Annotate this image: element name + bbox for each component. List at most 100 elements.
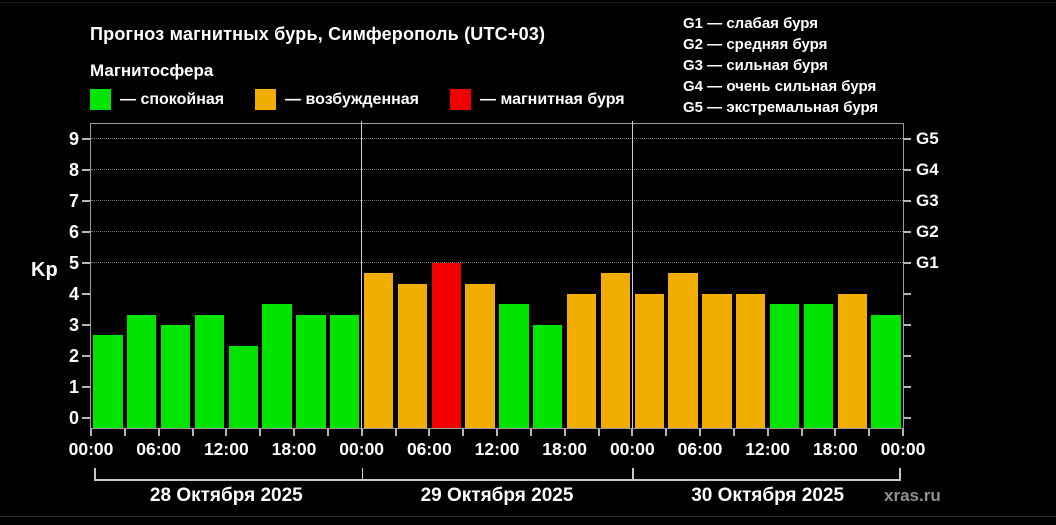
y-axis-tick-label: 2: [68, 346, 79, 366]
excited-color-swatch: [255, 89, 277, 110]
y-axis-tick-label: 0: [68, 408, 79, 428]
right-axis-tick: [903, 138, 911, 140]
bottom-border-line: [0, 516, 1056, 517]
x-axis-tick: [665, 429, 668, 436]
date-label: 28 Октября 2025: [149, 485, 303, 506]
right-axis-tick: [903, 200, 911, 202]
g-scale-legend-item: G4 — очень сильная буря: [683, 78, 877, 95]
y-axis-tick-label: 3: [68, 315, 79, 335]
legend-item-label: — магнитная буря: [480, 90, 625, 108]
kp-bar: [566, 294, 597, 428]
date-bracket-tick: [899, 468, 901, 481]
legend-item-excited: — возбужденная: [255, 89, 419, 110]
g-level-label: G2: [916, 222, 939, 241]
y-axis-tick: [82, 386, 90, 388]
right-axis-tick: [903, 169, 911, 171]
x-axis-tick: [631, 429, 634, 436]
g-scale-legend-item: G5 — экстремальная буря: [683, 99, 879, 116]
y-axis-tick-label: 8: [68, 160, 79, 180]
g-level-label: G4: [916, 160, 939, 179]
right-axis-tick: [903, 386, 911, 388]
y-axis-label: Kp: [31, 259, 58, 281]
day-divider-line: [631, 121, 634, 428]
time-label: 12:00: [203, 439, 249, 459]
right-axis-tick: [903, 324, 911, 326]
right-axis-tick: [903, 355, 911, 357]
y-axis-tick-label: 6: [68, 222, 79, 242]
x-axis-tick: [732, 429, 735, 436]
legend-item-quiet: — спокойная: [90, 89, 224, 110]
time-label: 06:00: [136, 439, 182, 459]
kp-bar: [262, 304, 292, 428]
kp-bar: [702, 294, 732, 428]
time-label: 00:00: [609, 439, 655, 459]
x-axis-tick: [293, 429, 295, 436]
legend-item-storm: — магнитная буря: [450, 89, 625, 110]
date-bracket-tick: [632, 468, 634, 481]
time-label: 00:00: [68, 439, 114, 459]
right-axis-tick: [903, 417, 911, 419]
x-axis-tick: [902, 429, 904, 436]
x-axis-tick: [90, 429, 92, 436]
gridline: [91, 231, 903, 232]
date-label: 29 Октября 2025: [420, 485, 574, 506]
x-axis-tick: [462, 429, 465, 436]
kp-bar: [363, 273, 394, 428]
time-label: 00:00: [339, 439, 385, 459]
time-label: 12:00: [745, 439, 791, 459]
kp-bar: [871, 314, 901, 428]
kp-bar: [397, 283, 428, 428]
kp-bar: [837, 294, 867, 428]
watermark: xras.ru: [884, 486, 941, 505]
right-axis-tick: [903, 231, 911, 233]
g-level-label: G1: [916, 253, 939, 272]
legend-item-label: — спокойная: [120, 90, 225, 108]
legend-item-label: — возбужденная: [285, 90, 420, 108]
kp-bar: [634, 294, 664, 428]
kp-bar: [194, 314, 225, 428]
kp-bar: [499, 304, 529, 428]
status-legend: — спокойная — возбужденная — магнитная б…: [90, 89, 656, 110]
y-axis-tick: [82, 262, 90, 264]
x-axis-tick: [496, 429, 498, 436]
date-label: 30 Октября 2025: [691, 485, 845, 506]
kp-bar: [803, 304, 834, 428]
time-label: 00:00: [880, 439, 926, 459]
x-axis-tick: [259, 429, 262, 436]
x-axis-tick: [157, 429, 160, 436]
y-axis-tick: [82, 169, 90, 171]
kp-bar: [533, 325, 563, 428]
x-axis-tick: [225, 429, 228, 436]
y-axis-tick: [82, 293, 90, 295]
kp-bar: [668, 273, 698, 428]
right-axis-tick: [903, 293, 911, 295]
x-axis-tick: [191, 429, 194, 436]
y-axis-tick-label: 1: [68, 377, 79, 397]
date-bracket-tick: [361, 468, 364, 481]
x-axis-tick: [360, 429, 363, 436]
x-axis-tick: [563, 429, 566, 436]
date-bracket-tick: [94, 468, 96, 481]
x-axis-tick: [123, 429, 126, 436]
gridline: [91, 138, 903, 139]
x-axis-tick: [834, 429, 837, 436]
kp-bar: [330, 314, 360, 428]
date-bracket-line: [94, 479, 900, 481]
g-scale-legend-item: G1 — слабая буря: [683, 15, 819, 32]
y-axis-tick: [82, 200, 90, 202]
kp-bar: [296, 314, 326, 428]
top-border-line: [0, 2, 1056, 3]
kp-bar: [93, 335, 123, 428]
g-level-label: G3: [916, 191, 939, 210]
x-axis-area: 00:00 06:00 12:00 18:00 00:00 06:00 12:00 18:00…: [69, 429, 925, 525]
g-scale-legend-item: G3 — сильная буря: [683, 57, 828, 74]
kp-bar: [465, 283, 495, 428]
y-axis-tick: [82, 355, 90, 357]
kp-bar: [160, 325, 191, 428]
x-axis-tick: [766, 429, 769, 436]
x-axis-tick: [394, 429, 397, 436]
time-label: 06:00: [406, 439, 452, 459]
kp-bar: [127, 314, 157, 428]
y-axis-tick-label: 7: [68, 191, 79, 211]
